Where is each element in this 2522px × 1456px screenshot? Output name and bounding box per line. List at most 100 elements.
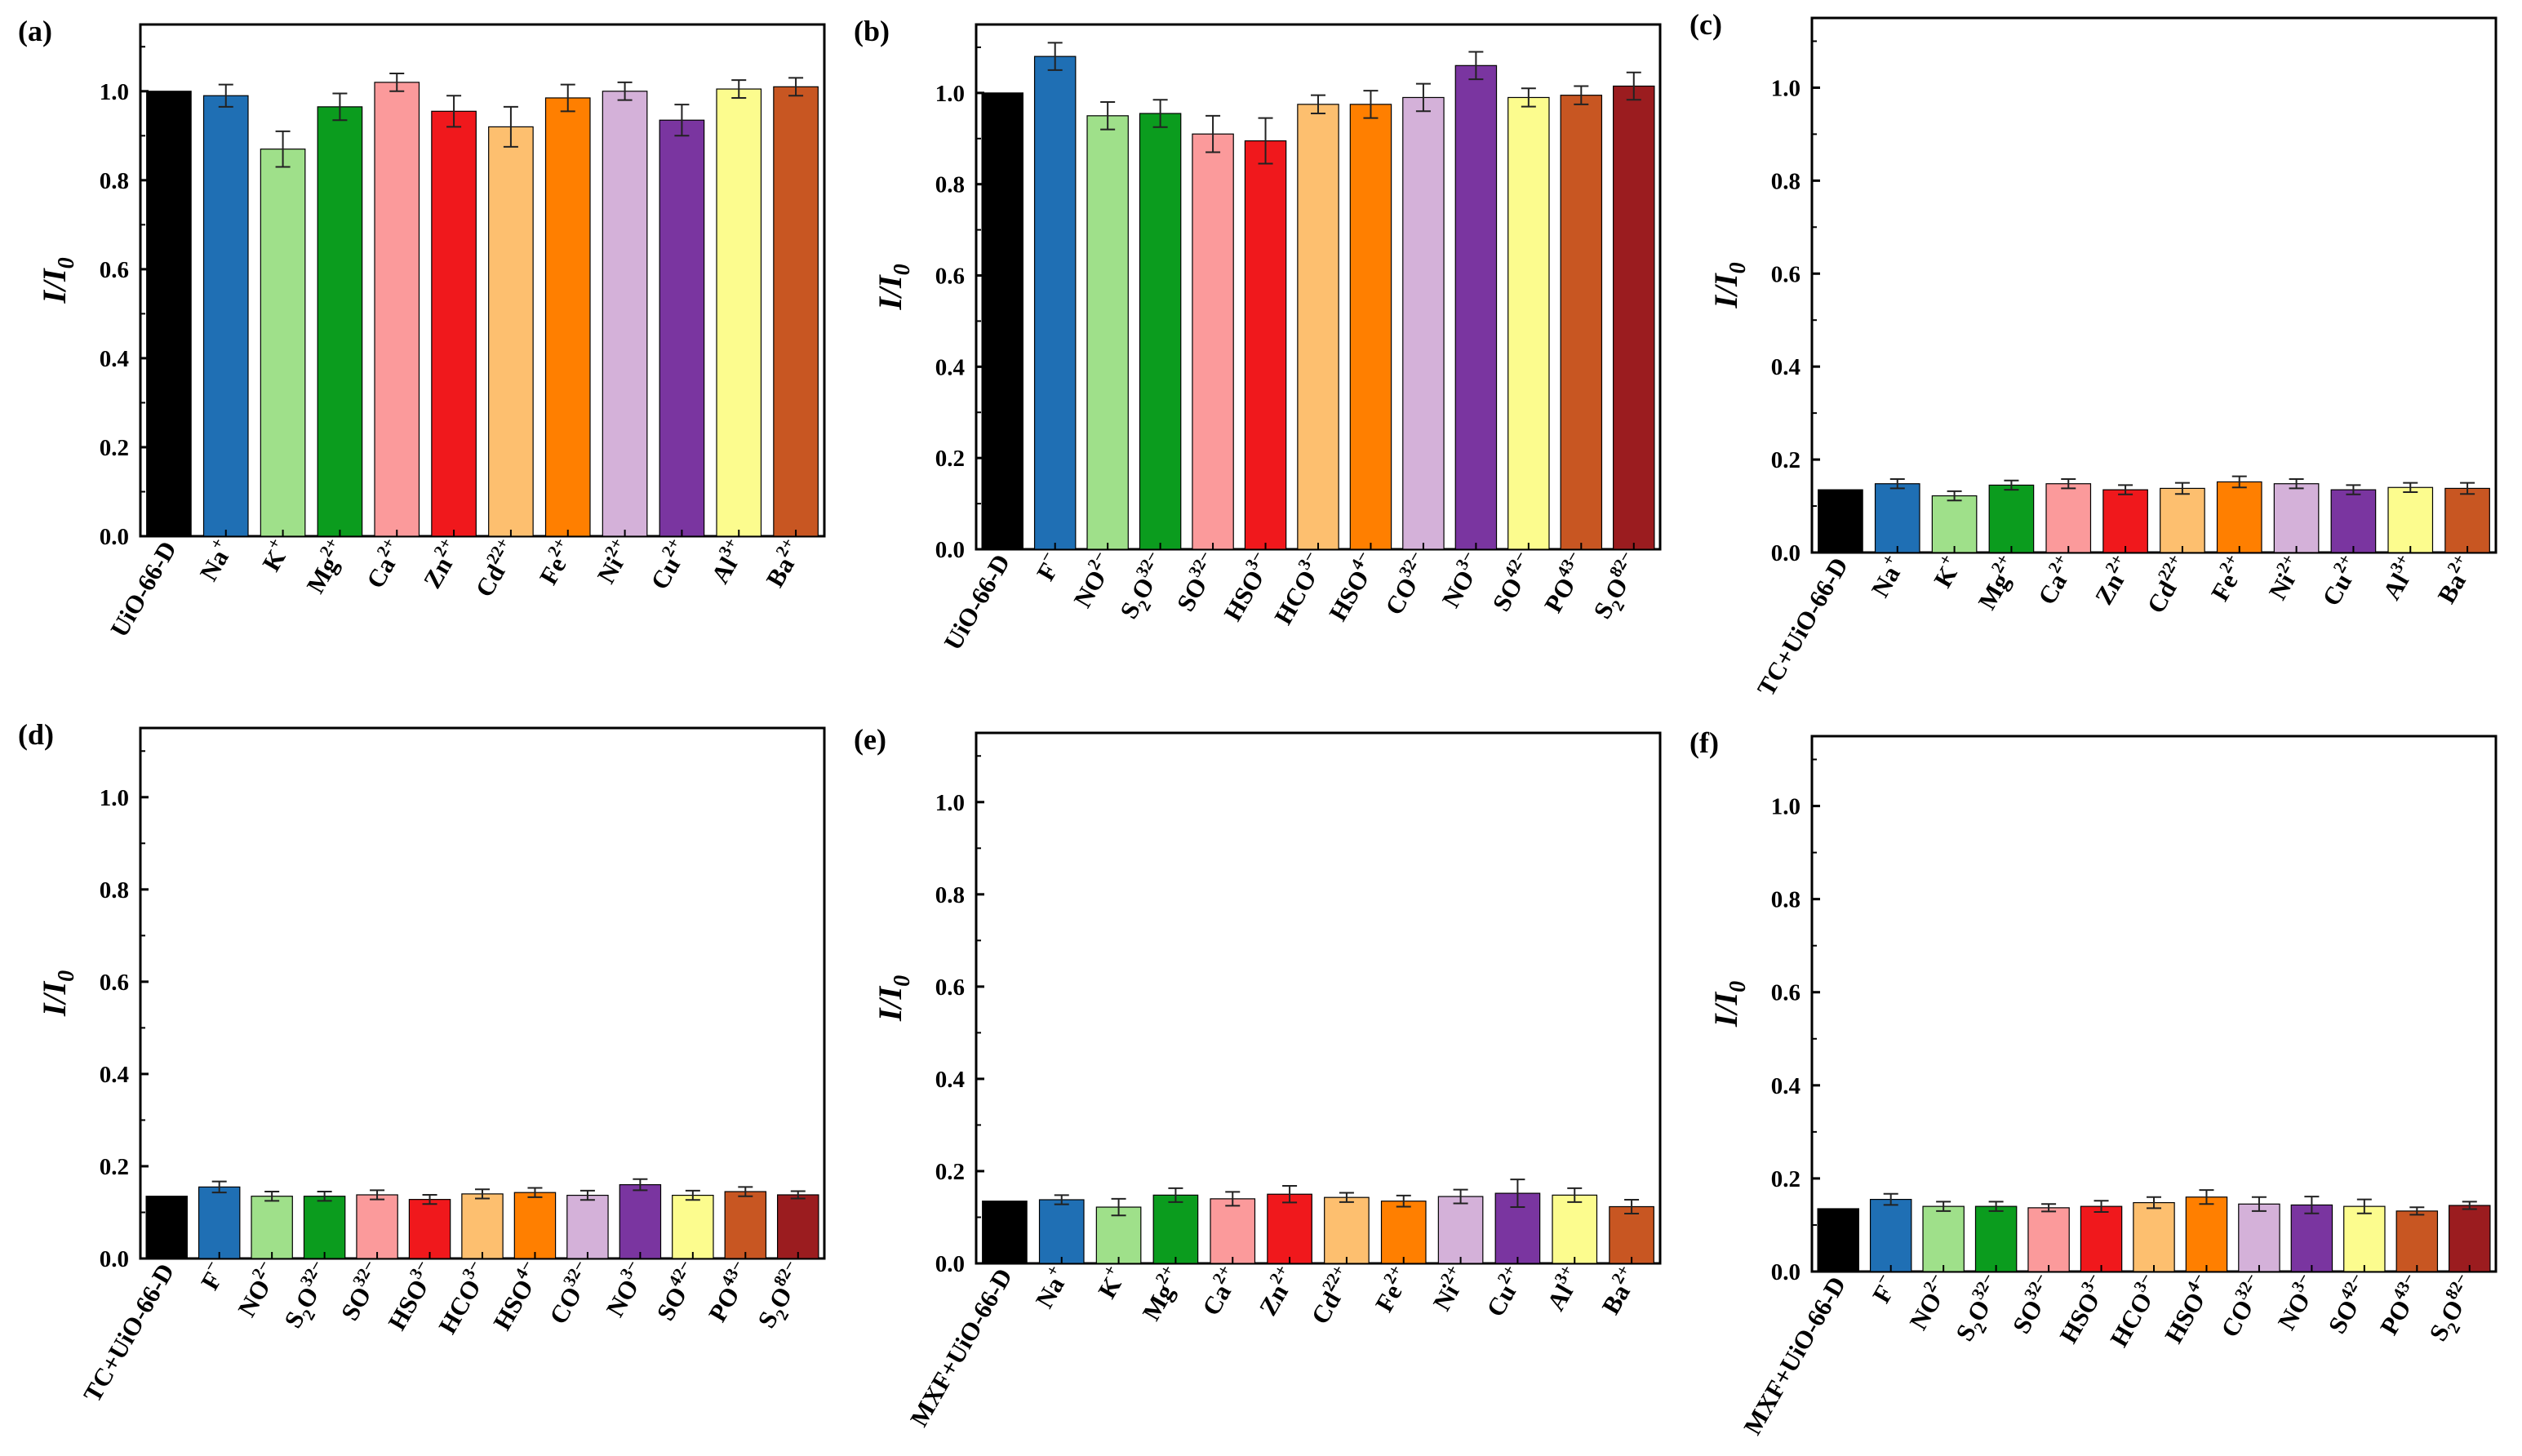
y-tick-label: 0.0 (1771, 540, 1800, 566)
svg-text:Cu2+: Cu2+ (2313, 551, 2367, 611)
bar (1818, 489, 1863, 553)
svg-text:I/I0: I/I0 (872, 975, 915, 1022)
x-tick-label: Mg2+ (301, 535, 344, 598)
bar (198, 1186, 241, 1259)
y-tick-label: 1.0 (100, 785, 129, 811)
panel-tag: (d) (18, 718, 54, 751)
bar (1244, 140, 1287, 550)
bar (1152, 1194, 1199, 1264)
panel-tag: (a) (18, 15, 52, 47)
svg-text:Ni2+: Ni2+ (1423, 1262, 1473, 1316)
x-tick-label: Mg2+ (1973, 551, 2016, 615)
svg-text:S2O32−: S2O32− (275, 1257, 343, 1336)
bar (1922, 1205, 1965, 1272)
y-tick-label: 0.4 (1771, 354, 1800, 380)
svg-text:MXF+UiO-66-D: MXF+UiO-66-D (1738, 1272, 1851, 1440)
bar (408, 1199, 451, 1259)
svg-text:NO3−: NO3− (597, 1257, 653, 1322)
y-tick-label: 0.6 (100, 257, 129, 283)
y-tick-label: 0.0 (100, 1246, 129, 1272)
panel-tag: (f) (1689, 726, 1719, 759)
x-tick-label: HCO3− (1268, 548, 1322, 630)
y-axis-label: I/I0 (36, 257, 79, 304)
bar (2102, 489, 2148, 553)
x-tick-label: NO2− (229, 1257, 285, 1322)
x-tick-label: Ca2+ (2032, 551, 2073, 610)
svg-text:S2O82−: S2O82− (748, 1257, 816, 1336)
x-tick-label: NO2− (1068, 548, 1112, 613)
bar (2330, 489, 2377, 553)
svg-text:PO43−: PO43− (2371, 1270, 2431, 1340)
x-tick-label: TC+UiO-66-D (1752, 553, 1854, 701)
y-axis-label: I/I0 (36, 970, 79, 1017)
y-tick-label: 1.0 (100, 79, 129, 105)
x-tick-label: Al3+ (1541, 1262, 1578, 1316)
x-tick-label: S2O32− (275, 1257, 343, 1336)
y-tick-label: 1.0 (1771, 75, 1800, 101)
x-tick-label: Cd22+ (2141, 551, 2184, 619)
x-tick-label: Ca2+ (361, 535, 402, 593)
svg-text:NO3−: NO3− (1432, 548, 1489, 613)
x-tick-label: S2O32− (1947, 1270, 2014, 1349)
y-tick-label: 0.2 (1771, 1166, 1800, 1192)
bar (1874, 483, 1920, 553)
chart-panel-2: 0.00.20.40.60.81.0I/I0(b)UiO-66-D F−NO2−S… (854, 15, 1662, 655)
svg-text:SO32−: SO32− (2003, 1270, 2062, 1338)
plot-frame (1810, 735, 2498, 1273)
bar (2133, 1201, 2175, 1272)
svg-text:Ni2+: Ni2+ (588, 535, 637, 588)
x-tick-label: SO42− (1486, 548, 1530, 616)
bar (2238, 1203, 2280, 1272)
bar (1402, 96, 1445, 550)
svg-text:I/I0: I/I0 (1707, 262, 1751, 309)
svg-text:S2O32−: S2O32− (1947, 1270, 2014, 1349)
x-tick-label: S2O82− (2423, 1270, 2471, 1346)
svg-text:Na+: Na+ (1026, 1262, 1075, 1313)
x-tick-label: S2O82− (1587, 548, 1636, 624)
x-tick-label: Ba2+ (2432, 551, 2472, 609)
bar (431, 110, 477, 537)
svg-text:SO32−: SO32− (1167, 548, 1226, 616)
bar (1139, 113, 1182, 550)
y-tick-label: 0.4 (935, 354, 965, 380)
bar (356, 1194, 398, 1259)
bar (566, 1194, 609, 1259)
bar (1086, 115, 1129, 550)
x-tick-label: F− (195, 1257, 228, 1295)
bar (488, 126, 534, 537)
y-tick-label: 0.8 (100, 877, 129, 903)
bar (260, 149, 306, 537)
bar (1192, 133, 1234, 550)
y-tick-label: 0.4 (100, 346, 129, 372)
bar (2449, 1205, 2491, 1272)
bar (982, 1201, 1028, 1264)
plot-frame (975, 731, 1662, 1265)
y-tick-label: 0.2 (935, 1159, 965, 1185)
y-tick-label: 0.6 (1771, 261, 1800, 287)
bar (2343, 1205, 2386, 1272)
svg-text:NO2−: NO2− (229, 1257, 285, 1322)
bar (2290, 1204, 2333, 1272)
svg-text:Cu2+: Cu2+ (642, 535, 695, 595)
svg-text:I/I0: I/I0 (36, 257, 79, 304)
svg-text:SO42−: SO42− (647, 1257, 706, 1325)
svg-text:Fe2+: Fe2+ (531, 535, 581, 590)
plot-frame (1810, 16, 2498, 554)
y-tick-label: 0.2 (935, 446, 965, 472)
x-tick-label: SO42− (2322, 1270, 2366, 1338)
x-tick-label: Zn2+ (418, 535, 458, 593)
svg-text:CO32−: CO32− (2212, 1270, 2272, 1343)
bar (1560, 95, 1603, 550)
y-tick-label: 0.0 (1771, 1259, 1800, 1285)
svg-text:K+: K+ (1925, 551, 1968, 593)
x-tick-label: HCO3− (2104, 1270, 2158, 1352)
x-tick-label: Ni2+ (588, 535, 637, 588)
svg-text:K+: K+ (253, 535, 296, 576)
x-tick-label: Ba2+ (761, 535, 801, 593)
y-axis-label: I/I0 (872, 264, 915, 310)
x-tick-label: Cd22+ (1305, 1262, 1348, 1329)
plot-frame (139, 23, 826, 538)
bar (1613, 85, 1655, 550)
bar (777, 1194, 819, 1259)
